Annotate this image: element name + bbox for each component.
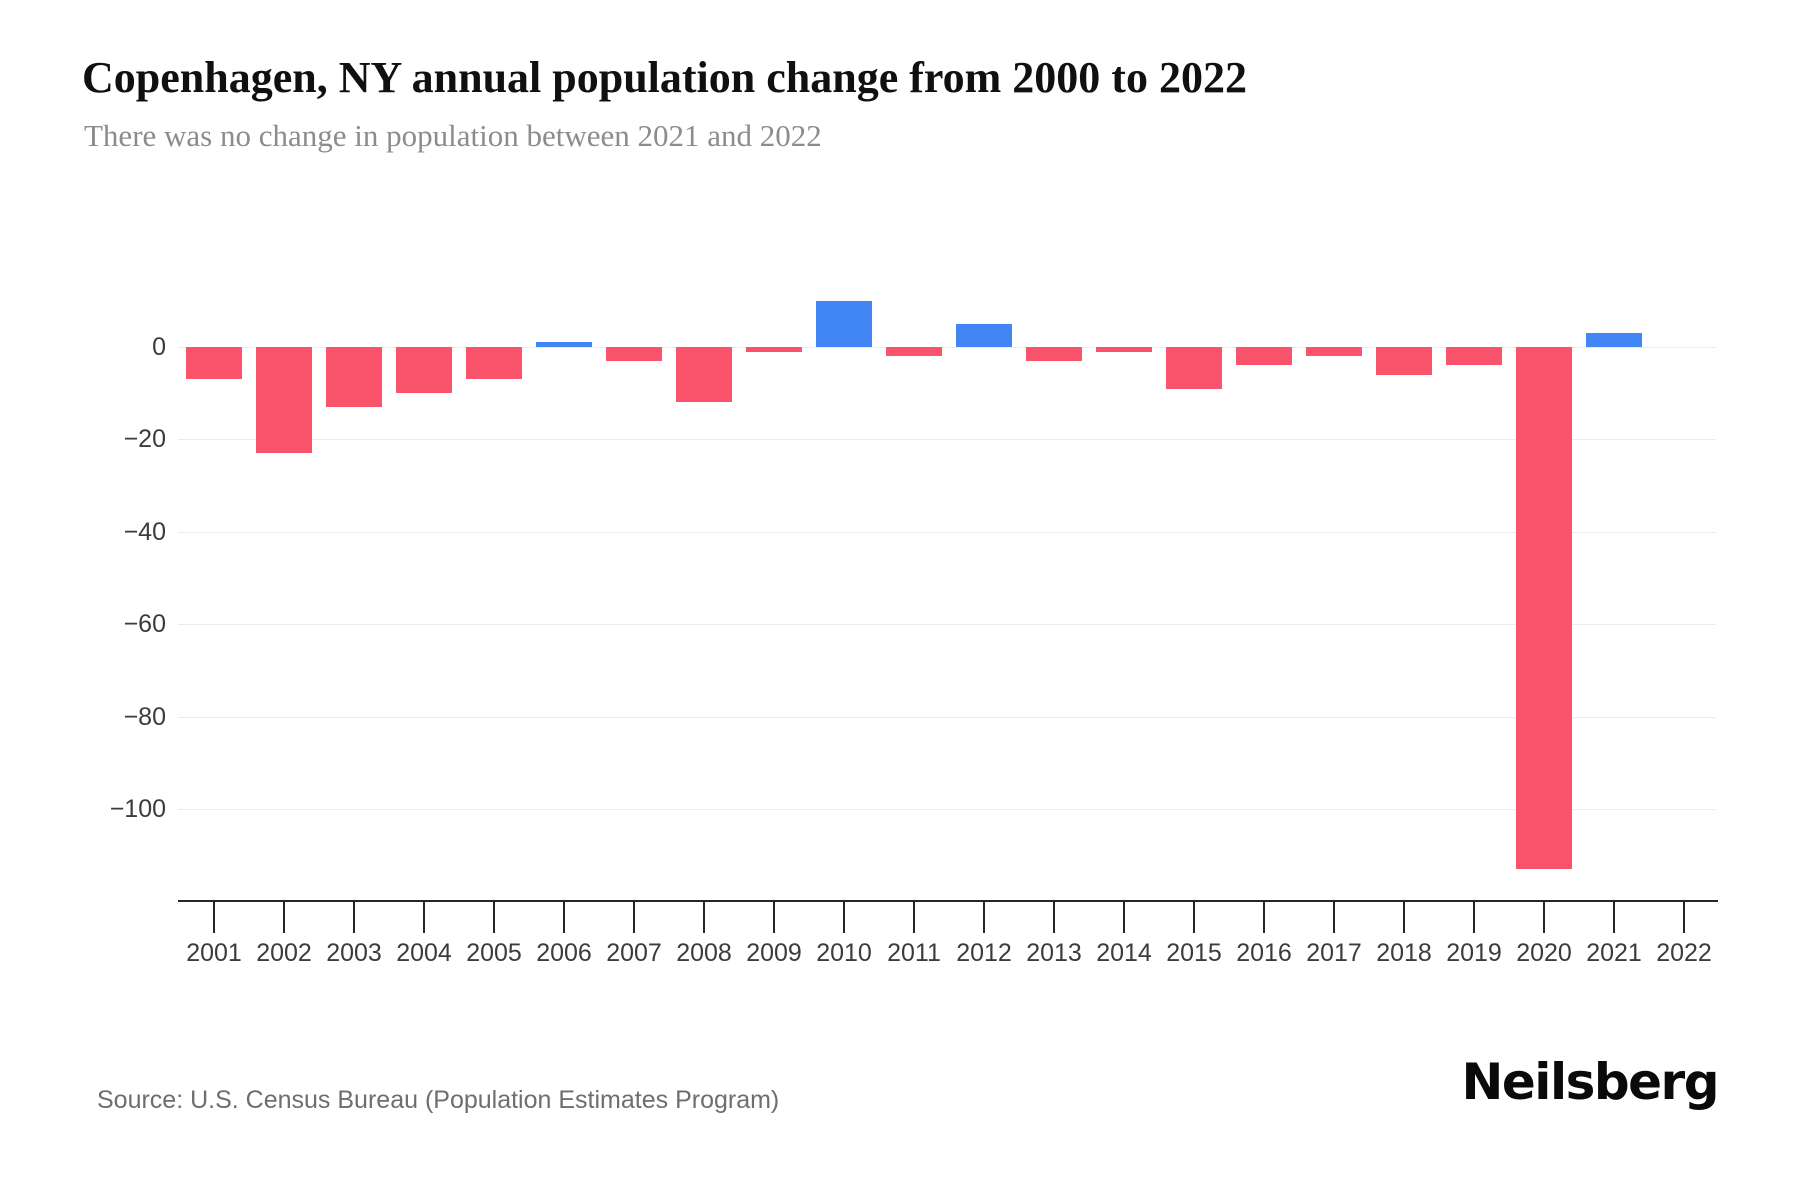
x-tick-label: 2022: [1656, 939, 1712, 967]
x-tick-mark: [843, 902, 845, 933]
y-gridline: [178, 439, 1716, 441]
x-tick-label: 2003: [326, 939, 382, 967]
y-gridline: [178, 347, 1716, 348]
x-tick-mark: [283, 902, 285, 933]
x-tick-label: 2018: [1376, 939, 1432, 967]
bar-2008[interactable]: [676, 347, 732, 403]
x-tick-label: 2008: [676, 939, 732, 967]
x-tick-mark: [563, 902, 565, 933]
x-tick-mark: [983, 902, 985, 933]
y-gridline: [178, 809, 1716, 810]
x-tick-label: 2005: [466, 939, 522, 967]
bar-2007[interactable]: [606, 347, 662, 361]
y-gridline: [178, 624, 1716, 626]
y-tick-label: −60: [123, 610, 166, 639]
x-tick-mark: [1613, 902, 1615, 933]
bar-2018[interactable]: [1376, 347, 1432, 375]
x-tick-mark: [423, 902, 425, 933]
x-tick-label: 2001: [186, 939, 242, 967]
chart-subtitle: There was no change in population betwee…: [84, 118, 822, 153]
y-tick-label: 0: [152, 333, 166, 361]
bar-2002[interactable]: [256, 347, 312, 454]
x-tick-label: 2010: [816, 939, 872, 967]
bar-2005[interactable]: [466, 347, 522, 380]
bar-2015[interactable]: [1166, 347, 1222, 389]
x-tick-label: 2015: [1166, 939, 1222, 967]
x-tick-label: 2011: [887, 939, 941, 967]
x-tick-mark: [1263, 902, 1265, 933]
x-tick-label: 2009: [746, 939, 802, 967]
bar-2013[interactable]: [1026, 347, 1082, 361]
x-tick-label: 2021: [1586, 939, 1642, 967]
bar-2019[interactable]: [1446, 347, 1502, 366]
source-note: Source: U.S. Census Bureau (Population E…: [97, 1086, 780, 1114]
y-tick-label: −20: [123, 425, 166, 454]
x-tick-label: 2007: [606, 939, 662, 967]
x-axis-line: [178, 900, 1718, 902]
bar-2012[interactable]: [956, 323, 1012, 347]
y-tick-label: −80: [123, 702, 166, 731]
x-tick-mark: [1053, 902, 1055, 933]
bar-2004[interactable]: [396, 347, 452, 394]
bar-2017[interactable]: [1306, 347, 1362, 357]
x-tick-mark: [1333, 902, 1335, 933]
x-tick-mark: [213, 902, 215, 933]
y-gridline: [178, 531, 1716, 533]
x-tick-label: 2004: [396, 939, 452, 967]
x-tick-mark: [703, 902, 705, 933]
x-tick-mark: [1123, 902, 1125, 933]
bar-2011[interactable]: [886, 347, 942, 357]
x-tick-mark: [353, 902, 355, 933]
x-tick-mark: [913, 902, 915, 933]
x-tick-mark: [1193, 902, 1195, 933]
chart-title: Copenhagen, NY annual population change …: [82, 53, 1247, 102]
y-gridline: [178, 716, 1716, 718]
x-tick-mark: [1403, 902, 1405, 933]
x-tick-mark: [1473, 902, 1475, 933]
x-tick-label: 2012: [956, 939, 1012, 967]
x-tick-mark: [633, 902, 635, 933]
x-tick-mark: [1683, 902, 1685, 933]
x-tick-label: 2019: [1446, 939, 1502, 967]
bar-2021[interactable]: [1586, 333, 1642, 347]
x-tick-label: 2014: [1096, 939, 1152, 967]
x-tick-label: 2006: [536, 939, 592, 967]
y-tick-label: −100: [109, 795, 166, 823]
x-tick-label: 2016: [1236, 939, 1292, 967]
x-tick-label: 2017: [1306, 939, 1362, 967]
x-tick-mark: [773, 902, 775, 933]
x-tick-mark: [1543, 902, 1545, 933]
bar-2010[interactable]: [816, 300, 872, 347]
bar-2020[interactable]: [1516, 347, 1572, 870]
y-tick-label: −40: [123, 517, 166, 546]
bar-2006[interactable]: [536, 342, 592, 347]
bar-2014[interactable]: [1096, 347, 1152, 352]
bar-2016[interactable]: [1236, 347, 1292, 366]
bar-2003[interactable]: [326, 347, 382, 408]
x-tick-label: 2020: [1516, 939, 1572, 967]
neilsberg-logo: Neilsberg: [1461, 1053, 1720, 1111]
x-tick-label: 2013: [1026, 939, 1082, 967]
x-tick-mark: [493, 902, 495, 933]
bar-2001[interactable]: [186, 347, 242, 380]
x-tick-label: 2002: [256, 939, 312, 967]
bar-2009[interactable]: [746, 347, 802, 352]
